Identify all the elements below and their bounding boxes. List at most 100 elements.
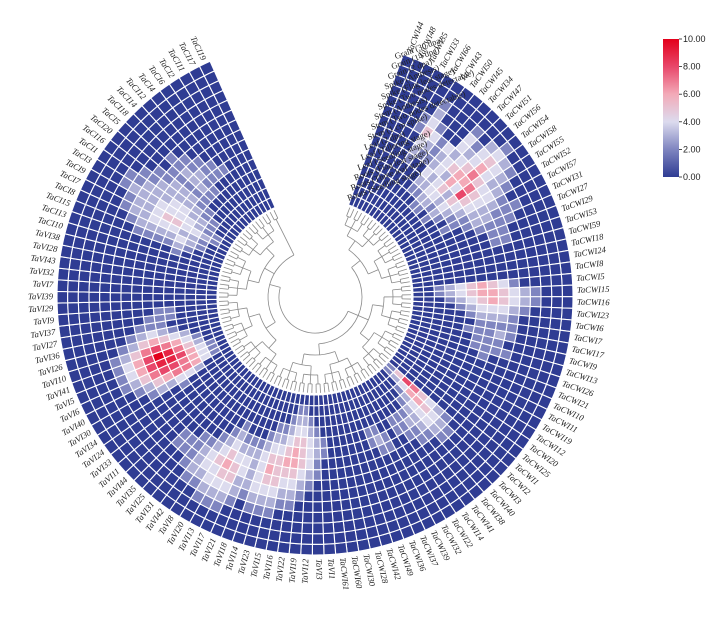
heatmap-cell: [508, 286, 521, 298]
heatmap-cell: [301, 511, 314, 524]
heatmap-cell: [99, 282, 112, 294]
dendrogram-branch: [360, 215, 366, 224]
dendrogram-branch: [350, 376, 355, 385]
dendrogram-branch: [294, 372, 298, 382]
dendrogram-branch: [401, 289, 411, 292]
color-legend: 10.00 8.00 6.00 4.00 2.00 0.00: [663, 34, 706, 182]
heatmap-cell: [486, 296, 499, 306]
gene-label: TaCWI15: [577, 284, 611, 295]
dendrogram-branch: [231, 271, 241, 275]
heatmap-cell: [67, 291, 79, 304]
dendrogram-branch: [292, 361, 312, 367]
dendrogram-branch: [264, 367, 268, 371]
heatmap-cell: [109, 300, 123, 312]
dendrogram-branch: [350, 219, 356, 229]
heatmap-cell: [454, 289, 467, 298]
dendrogram-branch: [266, 371, 272, 381]
dendrogram-branch: [318, 343, 321, 355]
heatmap-cell: [322, 532, 336, 545]
dendrogram-branch: [362, 357, 370, 366]
dendrogram-branch: [255, 221, 262, 229]
heatmap-cell: [518, 296, 531, 308]
heatmap-cell: [527, 265, 541, 278]
dendrogram-branch: [229, 308, 239, 312]
heatmap-cell: [327, 457, 338, 470]
dendrogram-branch: [253, 352, 261, 360]
dendrogram-branch: [381, 352, 389, 360]
dendrogram-branch: [387, 324, 397, 329]
dendrogram-branch: [244, 242, 248, 246]
heatmap-cell: [141, 300, 154, 310]
dendrogram-branch: [385, 330, 394, 336]
dendrogram-branch: [226, 258, 236, 264]
heatmap-cell: [205, 298, 218, 306]
heatmap-cell: [312, 447, 322, 460]
dendrogram-branch: [237, 256, 246, 262]
heatmap-cell: [131, 300, 144, 311]
heatmap-cells: [56, 53, 574, 556]
dendrogram-branch: [223, 266, 233, 271]
heatmap-cell: [56, 279, 69, 293]
dendrogram-branch: [363, 217, 370, 226]
heatmap-cell: [507, 304, 521, 316]
heatmap-cell: [141, 284, 154, 295]
heatmap-cell: [329, 488, 342, 502]
dendrogram-branch: [270, 371, 275, 375]
dendrogram-branch: [378, 352, 382, 357]
dendrogram-branch: [264, 267, 275, 275]
heatmap-cell: [454, 282, 467, 292]
heatmap-cell: [57, 313, 70, 327]
dendrogram-branch: [393, 332, 403, 338]
dendrogram-branch: [387, 265, 397, 270]
dendrogram-branch: [351, 260, 361, 268]
heatmap-cell: [141, 292, 154, 302]
dendrogram-branch: [226, 331, 236, 336]
heatmap-cell: [99, 272, 113, 284]
dendrogram-branch: [346, 357, 352, 367]
dendrogram-branch: [219, 308, 229, 311]
heatmap-cell: [506, 268, 520, 280]
heatmap-cell: [312, 468, 322, 481]
gene-label: TaVI16: [261, 554, 275, 581]
dendrogram-branch: [396, 325, 406, 330]
dendrogram-branch: [278, 287, 349, 334]
dendrogram-branch: [362, 346, 369, 354]
dendrogram-branch: [248, 313, 260, 318]
dendrogram-branch: [225, 262, 234, 267]
heatmap-cell: [99, 301, 112, 313]
heatmap-cell: [465, 281, 478, 291]
gene-label: TaVI37: [30, 327, 57, 340]
heatmap-cell: [312, 437, 321, 449]
heatmap-cell: [486, 279, 499, 290]
dendrogram-branch: [248, 243, 258, 256]
gene-label: TaVI39: [28, 291, 54, 301]
dendrogram-branch: [395, 260, 405, 265]
dendrogram-branch: [228, 286, 238, 289]
dendrogram-branch: [363, 368, 370, 377]
dendrogram-branch: [232, 247, 241, 253]
heatmap-cell: [100, 319, 114, 332]
dendrogram-branch: [292, 380, 297, 383]
heatmap-cell: [311, 532, 325, 545]
dendrogram-branch: [331, 382, 334, 392]
heatmap-cell: [322, 521, 335, 535]
heatmap-cell: [88, 281, 101, 293]
dendrogram-branch: [237, 348, 246, 355]
dendrogram-branch: [366, 227, 371, 231]
heatmap-cell: [539, 306, 553, 319]
dendrogram-branch: [240, 351, 248, 358]
gene-label: TaVI29: [28, 303, 54, 314]
dendrogram-branch: [392, 288, 402, 291]
dendrogram-branch: [398, 321, 408, 326]
gene-label: TaCWI5: [576, 271, 606, 283]
dendrogram-branch: [254, 230, 259, 235]
heatmap-cell: [301, 522, 314, 535]
dendrogram-branch: [323, 383, 326, 393]
heatmap-cell: [560, 272, 574, 287]
heatmap-cell: [529, 285, 542, 298]
dendrogram-branch: [221, 316, 231, 319]
heatmap-cell: [540, 285, 553, 298]
heatmap-cell: [289, 531, 303, 545]
heatmap-cell: [476, 296, 489, 306]
dendrogram-branch: [327, 382, 330, 393]
